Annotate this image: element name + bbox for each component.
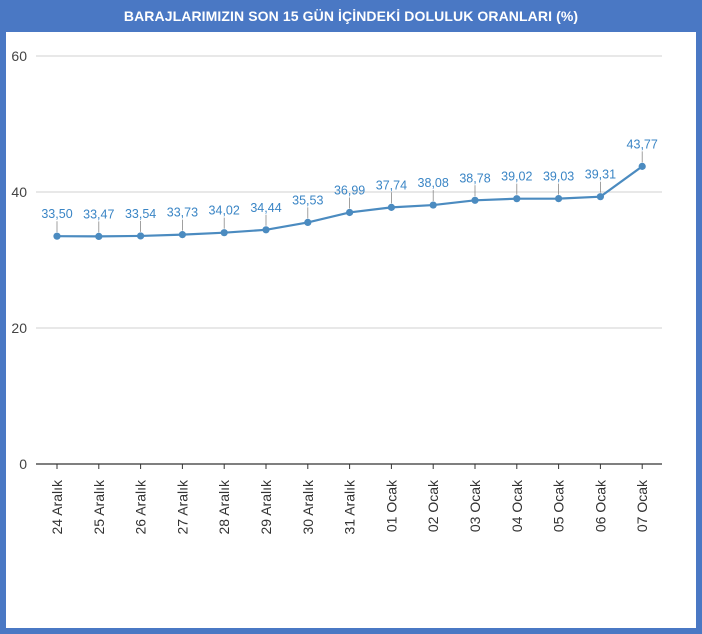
data-label: 35,53: [292, 193, 323, 207]
data-point: [471, 196, 479, 204]
data-point: [638, 162, 646, 170]
data-point: [387, 203, 395, 211]
y-tick-label: 40: [11, 184, 27, 200]
data-label: 43,77: [627, 137, 658, 151]
data-point: [596, 193, 605, 201]
data-label: 37,74: [376, 178, 407, 192]
data-label: 36,99: [334, 183, 365, 197]
data-point: [513, 195, 521, 203]
data-label: 33,54: [125, 207, 156, 221]
data-point: [220, 229, 228, 237]
plot-background: [6, 32, 696, 628]
y-tick-label: 20: [11, 320, 27, 336]
x-tick-label: 28 Aralık: [216, 479, 232, 534]
data-label: 39,02: [501, 170, 532, 184]
x-tick-label: 01 Ocak: [383, 479, 399, 532]
x-tick-label: 04 Ocak: [509, 479, 525, 532]
data-point: [555, 194, 563, 203]
data-point: [429, 201, 437, 209]
data-label: 33,50: [41, 207, 72, 221]
chart-title: BARAJLARIMIZIN SON 15 GÜN İÇİNDEKİ DOLUL…: [123, 8, 579, 24]
x-tick-label: 24 Aralık: [49, 479, 65, 534]
x-tick-label: 26 Aralık: [133, 479, 149, 534]
x-tick-label: 30 Aralık: [300, 479, 316, 534]
y-tick-label: 60: [11, 48, 27, 64]
data-label: 38,78: [459, 171, 490, 185]
x-tick-label: 07 Ocak: [634, 479, 650, 532]
x-tick-label: 03 Ocak: [467, 479, 483, 532]
x-tick-label: 25 Aralık: [91, 479, 107, 534]
data-point: [53, 232, 61, 240]
data-label: 34,44: [250, 201, 281, 215]
data-label: 39,03: [543, 170, 574, 184]
x-tick-label: 02 Ocak: [425, 479, 441, 532]
data-point: [304, 218, 312, 226]
x-tick-label: 05 Ocak: [551, 479, 567, 532]
data-label: 33,47: [83, 207, 114, 221]
x-tick-label: 27 Aralık: [174, 479, 190, 534]
x-tick-label: 29 Aralık: [258, 479, 274, 534]
data-point: [262, 226, 270, 234]
data-point: [137, 232, 145, 240]
data-label: 39,31: [585, 168, 616, 182]
data-point: [178, 231, 186, 239]
data-point: [95, 232, 103, 241]
x-tick-label: 06 Ocak: [592, 479, 608, 532]
data-label: 34,02: [209, 204, 240, 218]
data-point: [346, 208, 354, 217]
data-label: 38,08: [418, 176, 449, 190]
data-label: 33,73: [167, 206, 198, 220]
y-tick-label: 0: [19, 456, 27, 472]
x-tick-label: 31 Aralık: [342, 479, 358, 534]
